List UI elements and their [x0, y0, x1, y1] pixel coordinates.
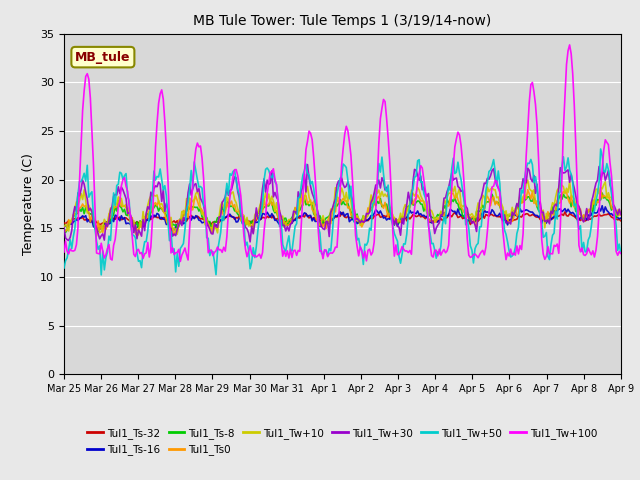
- Text: MB_tule: MB_tule: [75, 51, 131, 64]
- Legend: Tul1_Ts-32, Tul1_Ts-16, Tul1_Ts-8, Tul1_Ts0, Tul1_Tw+10, Tul1_Tw+30, Tul1_Tw+50,: Tul1_Ts-32, Tul1_Ts-16, Tul1_Ts-8, Tul1_…: [83, 424, 602, 459]
- Y-axis label: Temperature (C): Temperature (C): [22, 153, 35, 255]
- Title: MB Tule Tower: Tule Temps 1 (3/19/14-now): MB Tule Tower: Tule Temps 1 (3/19/14-now…: [193, 14, 492, 28]
